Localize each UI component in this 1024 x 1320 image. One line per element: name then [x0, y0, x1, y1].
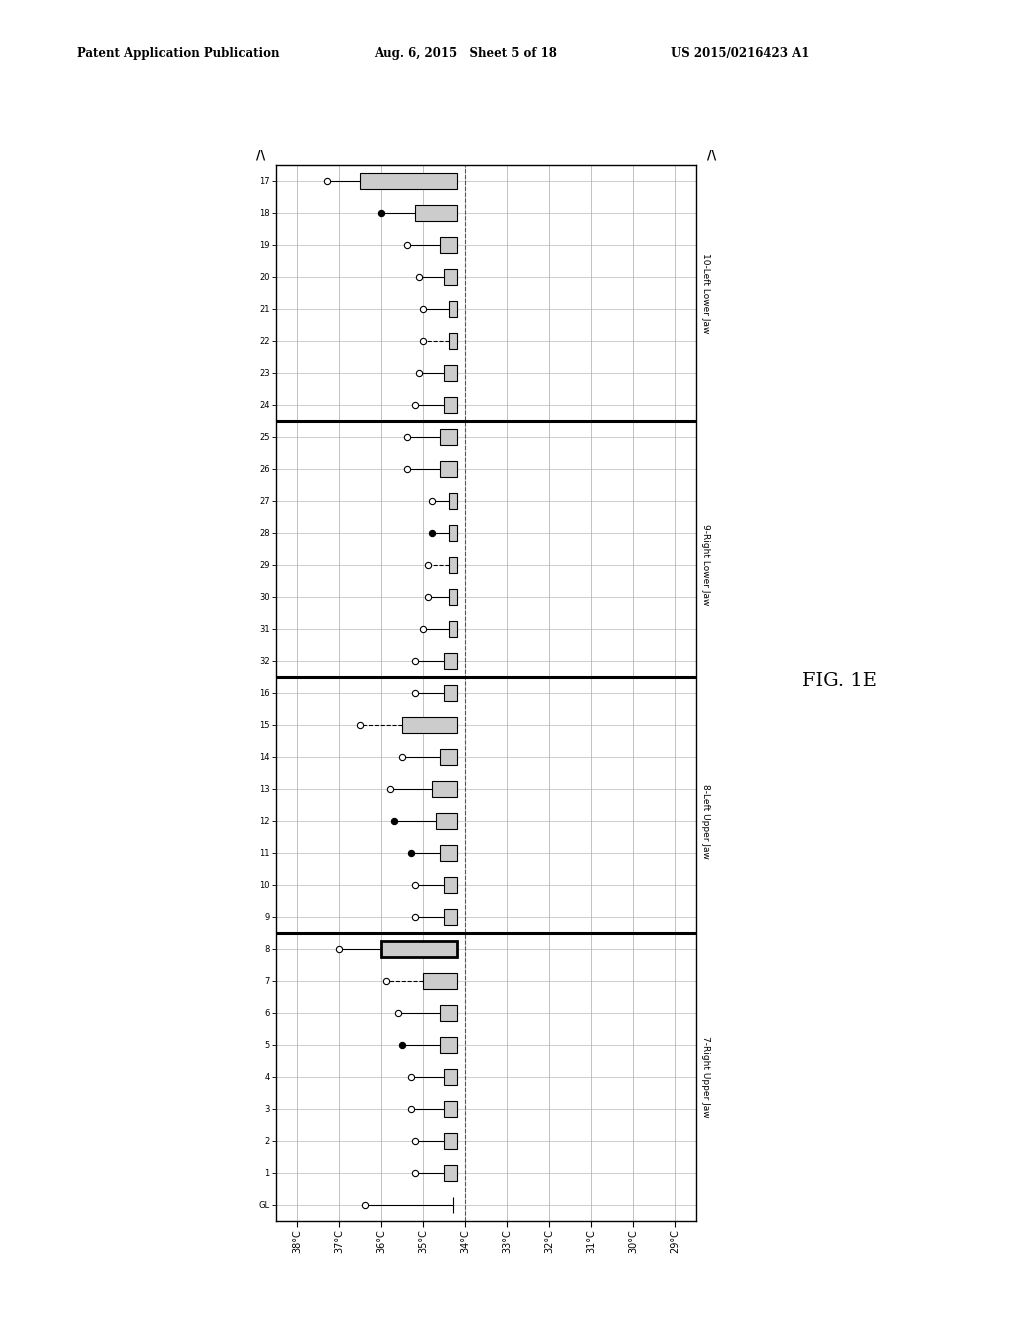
Bar [381, 941, 457, 957]
Bar [440, 429, 457, 445]
Text: FIG. 1E: FIG. 1E [802, 672, 878, 690]
Bar [444, 685, 457, 701]
Bar [444, 269, 457, 285]
Text: /\: /\ [256, 148, 266, 161]
Bar [440, 845, 457, 861]
Bar [449, 620, 457, 638]
Bar [444, 397, 457, 413]
Bar [436, 813, 457, 829]
Text: 8-Left Upper Jaw: 8-Left Upper Jaw [701, 784, 711, 858]
Bar [415, 205, 457, 220]
Bar [360, 173, 457, 189]
Bar [440, 748, 457, 766]
Bar [440, 1038, 457, 1053]
Text: Patent Application Publication: Patent Application Publication [77, 46, 280, 59]
Bar [449, 589, 457, 605]
Bar [432, 781, 457, 797]
Bar [444, 909, 457, 925]
Text: 9-Right Lower Jaw: 9-Right Lower Jaw [701, 524, 711, 606]
Bar [402, 717, 457, 733]
Bar [440, 461, 457, 477]
Text: /\: /\ [707, 148, 717, 161]
Bar [444, 366, 457, 381]
Bar [449, 492, 457, 510]
Bar [444, 1133, 457, 1148]
Bar [444, 1069, 457, 1085]
Bar [444, 1101, 457, 1117]
Bar [444, 1166, 457, 1181]
Bar [449, 525, 457, 541]
Bar [449, 557, 457, 573]
Bar [444, 876, 457, 894]
Bar [449, 333, 457, 348]
Bar [440, 238, 457, 253]
Bar [444, 653, 457, 669]
Bar [449, 301, 457, 317]
Text: 10-Left Lower Jaw: 10-Left Lower Jaw [701, 253, 711, 333]
Text: US 2015/0216423 A1: US 2015/0216423 A1 [671, 46, 809, 59]
Text: Aug. 6, 2015   Sheet 5 of 18: Aug. 6, 2015 Sheet 5 of 18 [374, 46, 557, 59]
Bar [424, 973, 457, 989]
Bar [440, 1005, 457, 1020]
Text: 7-Right Upper Jaw: 7-Right Upper Jaw [701, 1036, 711, 1118]
